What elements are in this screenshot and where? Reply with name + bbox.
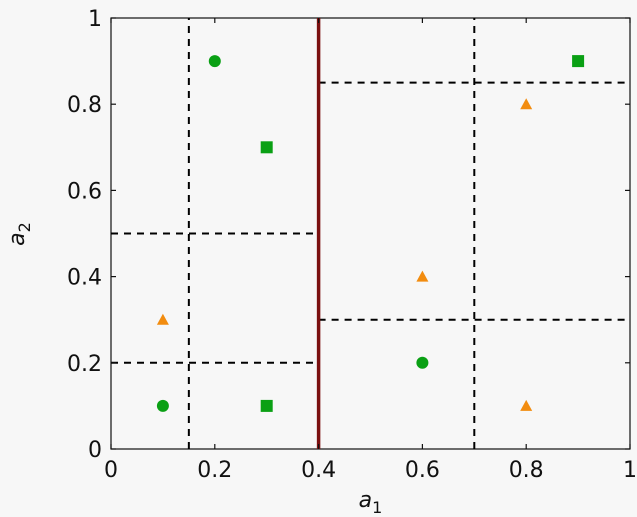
circle-point	[157, 400, 169, 412]
x-tick-label: 0	[104, 458, 118, 483]
square-point	[261, 141, 273, 153]
y-tick-label: 1	[88, 7, 102, 32]
y-tick-label: 0.2	[67, 352, 102, 377]
square-point	[261, 400, 273, 412]
y-tick-label: 0.4	[67, 266, 102, 291]
square-point	[572, 55, 584, 67]
x-axis-label: a1	[359, 488, 383, 517]
circle-point	[416, 357, 428, 369]
y-tick-label: 0.8	[67, 93, 102, 118]
circle-point	[209, 55, 221, 67]
y-tick-label: 0	[88, 438, 102, 463]
x-tick-label: 0.4	[301, 458, 336, 483]
x-tick-label: 1	[623, 458, 637, 483]
x-tick-label: 0.2	[197, 458, 232, 483]
y-axis-label: a2	[5, 222, 34, 246]
x-tick-label: 0.8	[509, 458, 544, 483]
y-tick-label: 0.6	[67, 179, 102, 204]
x-tick-label: 0.6	[405, 458, 440, 483]
